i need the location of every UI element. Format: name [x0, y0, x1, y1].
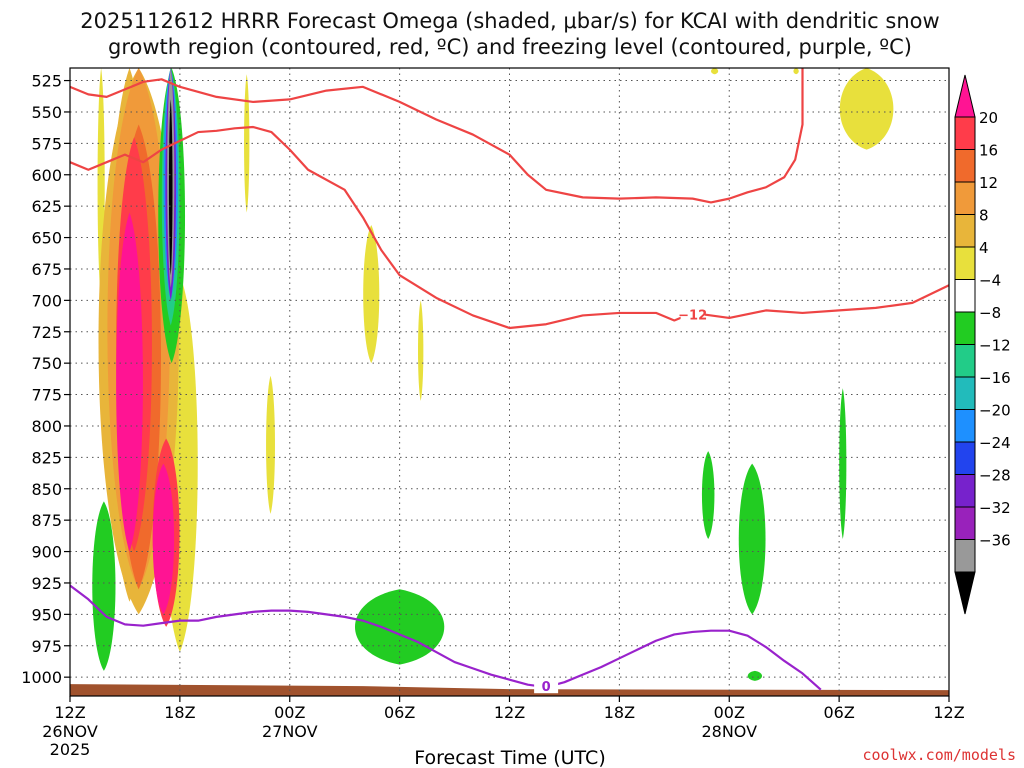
colorbar-label: −4	[979, 272, 1001, 290]
colorbar-label: −28	[979, 467, 1011, 485]
colorbar-label: −24	[979, 434, 1011, 452]
chart-title-line-1: 2025112612 HRRR Forecast Omega (shaded, …	[80, 9, 939, 33]
colorbar-label: −12	[979, 337, 1011, 355]
omega-region-0-3	[266, 375, 275, 514]
y-tick-label: 950	[31, 605, 62, 624]
colorbar-swatch-5	[954, 279, 976, 313]
colorbar-top-arrow	[954, 74, 976, 118]
y-tick-label: 700	[31, 291, 62, 310]
omega-region-0-6	[711, 68, 719, 75]
x-tick-label: 12Z	[933, 703, 964, 722]
x-tick-date-label: 27NOV	[262, 722, 318, 741]
colorbar-label: 8	[979, 207, 989, 225]
y-tick-label: 825	[31, 448, 62, 467]
colorbar-label: 20	[979, 109, 998, 127]
x-tick-label: 00Z	[274, 703, 305, 722]
credit-text: coolwx.com/models	[862, 746, 1016, 764]
contour-label-bg	[534, 679, 559, 694]
x-tick-label: 06Z	[823, 703, 854, 722]
omega-region-6-2	[354, 589, 445, 665]
x-tick-label: 12Z	[54, 703, 85, 722]
omega-region-0-7	[793, 68, 799, 75]
y-tick-label: 575	[31, 134, 62, 153]
y-tick-label: 775	[31, 386, 62, 405]
y-tick-label: 750	[31, 354, 62, 373]
colorbar-swatch-6	[954, 311, 976, 345]
y-tick-label: 725	[31, 323, 62, 342]
x-tick-date-label: 26NOV	[42, 722, 98, 741]
x-tick-label: 06Z	[384, 703, 415, 722]
contour-label-2: 0	[542, 680, 551, 695]
omega-region-6-6	[747, 670, 763, 681]
colorbar-label: −8	[979, 304, 1001, 322]
colorbar-swatch-7	[954, 344, 976, 378]
omega-region-0-4	[363, 225, 380, 364]
y-tick-label: 900	[31, 543, 62, 562]
y-tick-label: 875	[31, 511, 62, 530]
y-tick-label: 1000	[21, 668, 62, 687]
colorbar-label: −16	[979, 369, 1011, 387]
omega-shading-layer	[92, 68, 894, 681]
x-tick-label: 12Z	[494, 703, 525, 722]
colorbar-swatch-10	[954, 441, 976, 475]
colorbar-label: 12	[979, 174, 998, 192]
omega-region-6-0	[92, 501, 116, 671]
contour-layer: −12 0	[69, 68, 950, 695]
contour-label-1: −12	[678, 308, 707, 323]
colorbar-swatch-8	[954, 376, 976, 410]
omega-region-5-0	[116, 212, 143, 552]
y-tick-label: 625	[31, 197, 62, 216]
x-tick-label: 00Z	[714, 703, 745, 722]
x-tick-year-label: 2025	[50, 740, 91, 759]
y-axis-ticks: 525 550 575 600 625 650 675 700 725 750 775 800 825 8…	[21, 72, 70, 687]
colorbar-bottom-arrow	[954, 571, 976, 615]
contour-line-0	[69, 68, 804, 204]
x-tick-date-label: 28NOV	[701, 722, 757, 741]
y-tick-label: 550	[31, 103, 62, 122]
colorbar-label: −32	[979, 499, 1011, 517]
colorbar-swatch-13	[954, 539, 976, 573]
colorbar-swatch-12	[954, 506, 976, 540]
omega-region-6-4	[738, 463, 766, 615]
colorbar-label: 4	[979, 239, 989, 257]
y-tick-label: 850	[31, 480, 62, 499]
y-tick-label: 600	[31, 166, 62, 185]
y-tick-label: 650	[31, 229, 62, 248]
omega-region-0-5	[418, 300, 424, 401]
y-tick-label: 925	[31, 574, 62, 593]
omega-region-5-1	[152, 463, 175, 615]
y-tick-label: 525	[31, 72, 62, 91]
contour-line-2	[69, 584, 822, 691]
chart-title-line-2: growth region (contoured, red, ºC) and f…	[108, 35, 912, 59]
colorbar-swatch-3	[954, 214, 976, 248]
contour-label-bg	[680, 307, 705, 322]
omega-region-0-8	[839, 68, 894, 150]
x-tick-label: 18Z	[164, 703, 195, 722]
colorbar-swatch-0	[954, 116, 976, 150]
x-axis-label: Forecast Time (UTC)	[414, 747, 605, 768]
y-tick-label: 675	[31, 260, 62, 279]
contour-line-1	[69, 125, 950, 330]
colorbar-swatch-9	[954, 409, 976, 443]
colorbar: 20 16 12 8 4 −4 −8 −12 −16 −20 −24 −28 −32 −36	[954, 74, 1011, 615]
colorbar-swatch-11	[954, 474, 976, 508]
colorbar-label: −36	[979, 532, 1011, 550]
colorbar-swatch-1	[954, 149, 976, 183]
y-tick-label: 800	[31, 417, 62, 436]
x-tick-label: 18Z	[604, 703, 635, 722]
y-tick-label: 975	[31, 637, 62, 656]
colorbar-swatch-4	[954, 246, 976, 280]
colorbar-swatch-2	[954, 181, 976, 215]
colorbar-label: −20	[979, 402, 1011, 420]
colorbar-label: 16	[979, 142, 998, 160]
omega-region-6-3	[701, 451, 715, 539]
